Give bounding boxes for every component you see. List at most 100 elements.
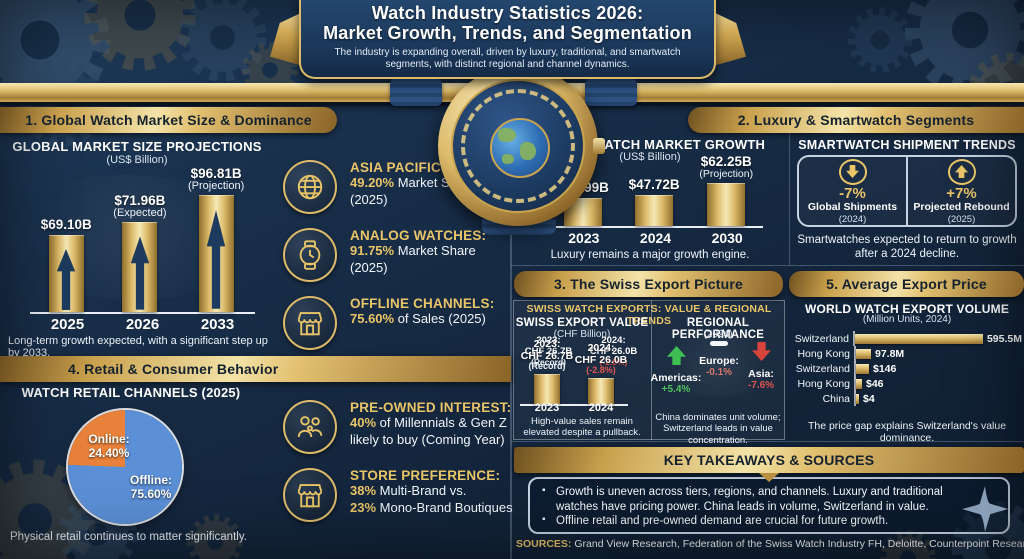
luxury-caption: Luxury remains a major growth engine. <box>550 249 750 261</box>
key-takeaways-box: Growth is uneven across tiers, regions, … <box>528 477 1010 534</box>
gold-hbar <box>856 363 869 374</box>
smartwatch-caption: Smartwatches expected to return to growt… <box>797 234 1017 261</box>
section1-banner: 1. Global Watch Market Size & Dominance <box>0 107 337 133</box>
row-label: Hong Kong <box>797 377 850 390</box>
section4-banner: 4. Retail & Consumer Behavior <box>0 356 511 382</box>
trend-label: Projected Rebound <box>913 201 1010 214</box>
stat-title: STORE PREFERENCE: <box>350 468 501 483</box>
row-label: China <box>822 392 850 405</box>
takeaway-bullet: Offline retail and pre-owned demand are … <box>542 514 968 529</box>
bar-category: 2024 <box>588 402 614 414</box>
export-volume-title: WORLD WATCH EXPORT VOLUME <box>804 302 1010 316</box>
growth-arrow-icon <box>57 249 76 310</box>
swiss-label-line: 2023: <box>536 335 561 346</box>
stat-text: ASIA PACIFIC: 49.20% Market Share (2025) <box>350 160 513 208</box>
page-title-line2: Market Growth, Trends, and Segmentation <box>323 23 692 44</box>
swiss-bar-labels: 2023: CHF 26.7B (Record) 2024: CHF 26.0B (-2.… <box>516 335 646 368</box>
regional-label: Americas: <box>650 372 702 384</box>
bar-value-label: 2023: CHF 26.7B <box>521 338 574 362</box>
export-volume-row: Hong Kong 97.8M <box>792 346 1022 361</box>
swiss-label-line: CHF 26.7B <box>524 345 573 357</box>
regional-title: REGIONAL PERFORMANCE <box>671 317 765 341</box>
gear-icon <box>904 0 1024 96</box>
stat-text: ANALOG WATCHES: 91.75% Market Share (2025… <box>350 228 513 276</box>
bar-label-line: CHF 26.7B <box>520 349 574 362</box>
bar-annotation: (Projection) <box>188 180 245 192</box>
export-volume-row: Switzerland 595.5M <box>792 331 1022 346</box>
swiss-label-line: 2024: <box>601 335 626 346</box>
stat-title: PRE-OWNED INTEREST: <box>350 400 512 415</box>
gold-bar <box>635 195 674 226</box>
gear-icon <box>187 514 243 559</box>
bar-label-line: 2024: <box>587 341 615 354</box>
row-value: 97.8M <box>875 347 905 360</box>
section3-banner: 3. The Swiss Export Picture <box>514 271 783 297</box>
trend-arrow <box>666 346 686 370</box>
bar-annotation: (-2.8%) <box>586 365 616 375</box>
luxury-watch-illustration <box>438 66 605 226</box>
regional-performance-items: Americas: +5.4% Europe: -0.1% Asia: -7.6% <box>650 340 782 395</box>
globe-icon <box>297 174 323 200</box>
storefront-icon-badge <box>283 296 337 350</box>
bar-annotation: (Record) <box>528 361 566 371</box>
stat-item: STORE PREFERENCE: 38% Multi-Brand vs. 23% … <box>283 468 513 522</box>
bar-value-label: $69.10B <box>40 217 92 232</box>
gear-icon <box>84 0 196 71</box>
export-volume-row: China $4 <box>792 391 1022 406</box>
row-value: $146 <box>873 362 897 375</box>
trend-value: +7% <box>946 184 977 202</box>
stat-line: 91.75% Market Share (2025) <box>350 243 476 275</box>
watch-icon-badge <box>283 228 337 282</box>
swiss-label-annotation: (Record) <box>531 356 566 367</box>
swiss-categories: 2023 2024 <box>520 402 628 414</box>
bar-item: $71.96B (Expected) <box>113 193 167 312</box>
bar-category: 2026 <box>125 316 160 333</box>
luxury-bar-chart: $44.99B$47.72B$62.25B(Projection) <box>548 154 763 228</box>
bar-category: 2030 <box>711 230 743 246</box>
sources-label: SOURCES: <box>516 538 572 550</box>
row-value: $4 <box>863 392 875 405</box>
row-bar-zone <box>854 391 859 406</box>
stat-line: likely to buy (Coming Year) <box>350 431 505 447</box>
stat-line: 75.60% of Sales (2025) <box>350 311 486 326</box>
row-label: Switzerland <box>795 362 850 375</box>
gold-hbar <box>854 333 983 344</box>
smartwatch-title: SMARTWATCH SHIPMENT TRENDS <box>798 138 1016 152</box>
gold-bar <box>587 378 614 404</box>
bar-category: 2025 <box>50 316 85 333</box>
stat-line: 23% Mono-Brand Boutiques <box>350 499 513 515</box>
regional-item: Asia: -7.6% <box>740 342 782 395</box>
bar-item: 2024: CHF 26.0B (-2.8%) <box>575 342 628 404</box>
gear-icon <box>18 58 107 147</box>
bar-label-line: 2023: <box>533 337 561 350</box>
stat-strong: 49.20% <box>350 175 395 190</box>
gold-bar <box>122 222 158 312</box>
export-volume-caption: The price gap explains Switzerland's val… <box>807 420 1007 444</box>
bar-value-label: 2024: CHF 26.0B <box>575 342 628 366</box>
luxury-chart-unit: (US$ Billion) <box>619 151 681 163</box>
row-bar-zone <box>854 361 869 376</box>
trend-circle-icon <box>947 159 976 185</box>
stat-item: OFFLINE CHANNELS: 75.60% of Sales (2025) <box>283 296 513 350</box>
global-market-chart-unit: (US$ Billion) <box>106 154 168 166</box>
stat-strong: 75.60% <box>350 311 395 326</box>
smartwatch-trend-box: -7% Global Shipments (2024) +7% Projected Re… <box>797 155 1017 227</box>
row-label: Switzerland <box>794 332 849 345</box>
gear-icon <box>178 0 267 82</box>
arrow-down-icon <box>846 165 859 179</box>
retail-caption: Physical retail continues to matter sign… <box>10 531 247 543</box>
stat-strong: 23% <box>350 499 377 515</box>
globe-land <box>520 142 536 160</box>
global-market-bar-chart: $69.10B $71.96B (Expected) $96.81B (Projecti… <box>30 166 255 314</box>
bar-item: $62.25B (Projection) <box>699 154 753 226</box>
wristwatch-icon <box>299 240 321 270</box>
watch-strap <box>585 79 637 106</box>
trend-circle-icon <box>838 159 867 185</box>
bar-item: $69.10B <box>41 217 92 312</box>
globe-land <box>502 154 514 164</box>
trend-arrow <box>751 342 771 366</box>
panel-divider <box>651 300 652 440</box>
arrow-up-icon <box>666 346 686 365</box>
bar-value-label: $47.72B <box>628 177 680 192</box>
